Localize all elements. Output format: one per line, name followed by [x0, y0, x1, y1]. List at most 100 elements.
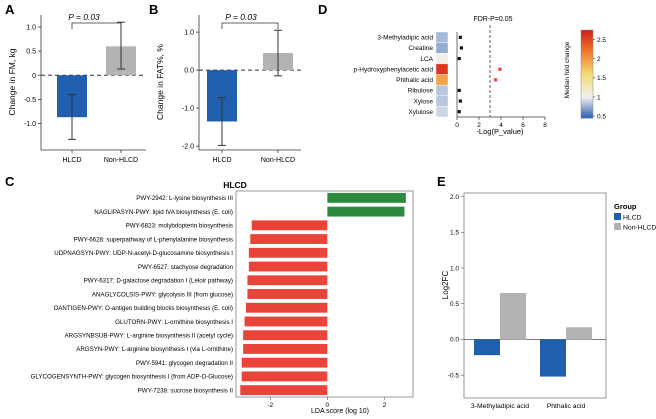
x-tick-label: 2: [477, 122, 481, 129]
y-tick-label: -2.0: [182, 144, 194, 151]
y-tick-label: -0.5: [24, 97, 36, 104]
lda-bar: [241, 371, 328, 382]
y-tick-label: 0.5: [26, 49, 36, 56]
plot-frame: [235, 190, 414, 398]
scatter-point: [457, 88, 461, 93]
pathway-label: NAGLIPASYN-PWY: lipid IVA biosynthesis (…: [94, 209, 233, 216]
colorbar-segment: [581, 65, 593, 68]
lda-bar: [241, 357, 328, 368]
colorbar-segment: [581, 78, 593, 82]
lda-bar: [240, 385, 328, 396]
scatter-point: [498, 67, 502, 71]
metabolite-label: Creatine: [408, 45, 433, 52]
colorbar-segment: [581, 58, 593, 62]
colorbar-segment: [581, 47, 593, 51]
x-tick-label: HLCD: [62, 157, 81, 164]
plot-frame: [463, 192, 607, 399]
panel-letter-b: B: [149, 2, 158, 17]
y-tick-label: 1.0: [450, 265, 459, 272]
grouped-bar: [566, 327, 592, 340]
y-tick-label: 0: [32, 73, 36, 80]
metabolite-label: p-Hydroxyphenylacetic acid: [354, 66, 434, 73]
heat-cell: [435, 95, 449, 107]
x-tick-label: 6: [521, 122, 525, 129]
pathway-label: PWY-6527: stachyose degradation: [138, 264, 234, 271]
colorbar-tick-label: 1.5: [597, 75, 606, 82]
colorbar-segment: [581, 102, 593, 106]
colorbar-segment: [581, 52, 593, 55]
x-tick-label: -2: [267, 402, 273, 409]
panel-letter-a: A: [5, 2, 15, 17]
colorbar-segment: [581, 45, 593, 49]
legend-swatch: [614, 223, 621, 230]
panel-letter-c: C: [5, 174, 15, 189]
colorbar-segment: [581, 60, 593, 64]
colorbar-segment: [581, 41, 593, 44]
colorbar-frame: [580, 29, 594, 119]
metabolite-label: Phthalic acid: [396, 77, 433, 84]
x-tick-label: Non-HLCD: [261, 157, 295, 164]
panel-d-threshold-label: FDR-P=0.05: [473, 16, 512, 23]
metabolite-label: Xylulose: [408, 109, 433, 116]
colorbar-segment: [581, 87, 593, 90]
y-tick-label: 0.0: [184, 68, 194, 75]
panel-e-log2fc-chart: Log2FC Group 2.0 1.5 1.0 0.5 0.0 -0.5 3-Methyl…: [441, 192, 656, 410]
panel-d-metabolite-chart: FDR-P=0.05 -Log(P_value) Median fold cha…: [354, 16, 607, 136]
scatter-point: [493, 78, 498, 82]
colorbar-tick-label: 1: [597, 94, 601, 101]
colorbar-segment: [581, 107, 593, 110]
panel-b-p-value: P = 0.03: [225, 12, 257, 22]
heat-cell: [435, 74, 449, 86]
colorbar-segment: [581, 93, 593, 97]
colorbar-segment: [581, 69, 593, 73]
pathway-label: ARGSYNBSUB-PWY: L-arginine biosynthesis …: [65, 333, 234, 340]
significance-bracket: [71, 22, 122, 29]
heat-cell: [435, 84, 449, 96]
y-tick-label: -1.0: [182, 106, 194, 113]
x-tick-label: 2: [383, 402, 387, 409]
y-tick-label: 1.5: [450, 230, 459, 237]
pathway-label: PWY-5941: glycogen degradation II: [136, 360, 233, 367]
metabolite-label: Ribulose: [408, 88, 434, 95]
legend-label: Non-HLCD: [623, 224, 656, 231]
panel-d-colorbar-title: Median fold change: [564, 41, 571, 98]
y-tick-label: 0.0: [450, 337, 459, 344]
lda-bar: [248, 261, 328, 272]
grouped-bar: [540, 339, 566, 377]
pathway-label: PWY-2942: L-lysine biosynthesis III: [136, 195, 233, 202]
panel-a-fm-change-chart: Change in FM, kg P = 0.03 1.0 0.5 0 -0.5 -1.…: [7, 12, 146, 164]
panel-e-legend-title: Group: [614, 202, 637, 211]
colorbar-segment: [581, 91, 593, 95]
pathway-label: GLYCOGENSYNTH-PWY: glycogen biosynthesis…: [31, 374, 233, 381]
lda-bar: [327, 206, 405, 217]
legend-label: HLCD: [623, 214, 642, 221]
grouped-bar: [474, 339, 500, 356]
metabolite-label: 3-Methyladipic acid: [377, 35, 433, 42]
pathway-label: GLUTORN-PWY: L-ornithine biosynthesis I: [115, 319, 233, 326]
x-tick-label: 0: [326, 402, 330, 409]
scatter-point: [458, 99, 462, 103]
colorbar-segment: [581, 36, 593, 40]
heat-cell: [435, 31, 449, 43]
lda-bar: [250, 234, 328, 245]
x-tick-label: 0: [455, 122, 459, 129]
colorbar-segment: [581, 54, 593, 57]
panel-c-x-label: LDA score (log 10): [311, 408, 369, 415]
colorbar-segment: [581, 74, 593, 77]
colorbar-segment: [581, 82, 593, 86]
colorbar-segment: [581, 104, 593, 108]
colorbar-segment: [581, 115, 593, 119]
metabolite-label: LCA: [420, 56, 433, 63]
pathway-label: UDPNAGSYN-PWY: UDP-N-acetyl-D-glucosamin…: [54, 250, 233, 257]
legend-swatch: [614, 213, 621, 220]
scatter-point: [458, 35, 462, 39]
heat-cell: [435, 106, 449, 118]
y-tick-label: 1.0: [26, 25, 36, 32]
lda-bar: [245, 302, 328, 313]
colorbar-segment: [581, 111, 593, 115]
scatter-point: [457, 110, 461, 114]
panel-letter-d: D: [318, 2, 327, 17]
panel-e-y-label: Log2FC: [441, 271, 450, 300]
scatter-point: [457, 56, 461, 61]
